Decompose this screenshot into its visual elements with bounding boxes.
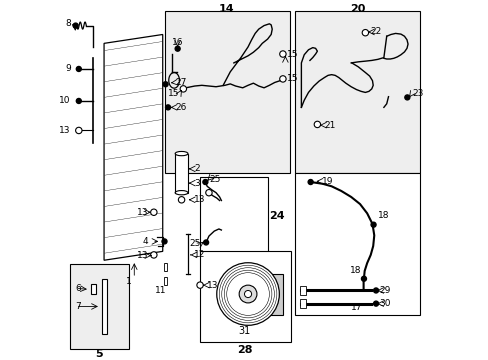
Bar: [163, 277, 167, 285]
Circle shape: [362, 30, 368, 36]
Text: 15: 15: [286, 75, 297, 84]
Polygon shape: [104, 35, 163, 260]
Text: 27: 27: [175, 78, 186, 87]
Text: 22: 22: [370, 27, 381, 36]
Bar: [200, 177, 267, 255]
Circle shape: [150, 209, 157, 215]
Circle shape: [239, 285, 256, 303]
Text: 10: 10: [59, 96, 70, 105]
Text: 12: 12: [194, 251, 205, 260]
Bar: [294, 12, 420, 173]
Circle shape: [197, 282, 203, 288]
Text: 14: 14: [219, 4, 234, 14]
Text: 13: 13: [59, 126, 70, 135]
Text: 18: 18: [349, 266, 361, 275]
Bar: [91, 284, 96, 294]
Circle shape: [216, 263, 279, 325]
Text: 24: 24: [268, 211, 284, 221]
Text: 8: 8: [65, 19, 71, 28]
Text: 16: 16: [172, 38, 183, 47]
Text: 30: 30: [379, 299, 390, 308]
Text: 2: 2: [194, 165, 199, 174]
Text: 4: 4: [142, 237, 148, 246]
Text: 9: 9: [65, 64, 71, 73]
Bar: [102, 279, 106, 334]
Text: 5: 5: [96, 349, 103, 359]
Bar: [164, 12, 289, 173]
Text: 7: 7: [76, 302, 81, 311]
Text: 26: 26: [175, 103, 186, 112]
Text: 15: 15: [168, 89, 180, 98]
Bar: [163, 263, 167, 271]
Circle shape: [279, 51, 285, 57]
Text: 20: 20: [349, 4, 365, 14]
Text: 13: 13: [207, 281, 218, 290]
Bar: [175, 154, 187, 193]
Circle shape: [307, 180, 312, 185]
Circle shape: [314, 121, 320, 128]
Circle shape: [175, 46, 180, 51]
Bar: [69, 264, 129, 349]
Circle shape: [76, 127, 82, 134]
Text: 3: 3: [194, 179, 200, 188]
Circle shape: [76, 67, 81, 71]
Circle shape: [370, 222, 375, 227]
Ellipse shape: [175, 190, 187, 195]
Circle shape: [404, 95, 409, 100]
Text: 11: 11: [155, 286, 166, 295]
Circle shape: [203, 240, 208, 245]
Text: 6: 6: [76, 284, 81, 293]
Text: 13: 13: [194, 195, 205, 204]
Circle shape: [373, 301, 378, 306]
Circle shape: [361, 276, 366, 281]
Text: 18: 18: [377, 211, 388, 220]
Ellipse shape: [175, 152, 187, 156]
Bar: [299, 286, 305, 295]
Text: 13: 13: [137, 251, 148, 260]
Text: 29: 29: [379, 286, 390, 295]
Circle shape: [76, 99, 81, 103]
Circle shape: [244, 291, 251, 298]
Text: 23: 23: [411, 89, 423, 98]
Text: 1: 1: [126, 277, 132, 286]
Circle shape: [73, 23, 78, 28]
Circle shape: [163, 82, 168, 87]
Circle shape: [279, 76, 285, 82]
Circle shape: [180, 86, 186, 92]
Text: 28: 28: [237, 345, 252, 355]
Circle shape: [162, 239, 166, 244]
Circle shape: [178, 197, 184, 203]
Bar: [200, 251, 290, 342]
Text: 19: 19: [322, 177, 333, 186]
Bar: [249, 274, 282, 315]
Text: 21: 21: [324, 121, 335, 130]
Circle shape: [203, 180, 207, 185]
Bar: [294, 173, 420, 315]
Circle shape: [373, 288, 378, 293]
Text: 13: 13: [137, 208, 148, 217]
Circle shape: [150, 252, 157, 258]
Text: 25: 25: [189, 239, 201, 248]
Text: 17: 17: [350, 303, 362, 312]
Circle shape: [165, 105, 170, 110]
Text: 15: 15: [286, 50, 297, 59]
Bar: [299, 299, 305, 308]
Circle shape: [205, 189, 212, 196]
Text: 25: 25: [208, 175, 220, 184]
Text: 31: 31: [238, 326, 250, 336]
